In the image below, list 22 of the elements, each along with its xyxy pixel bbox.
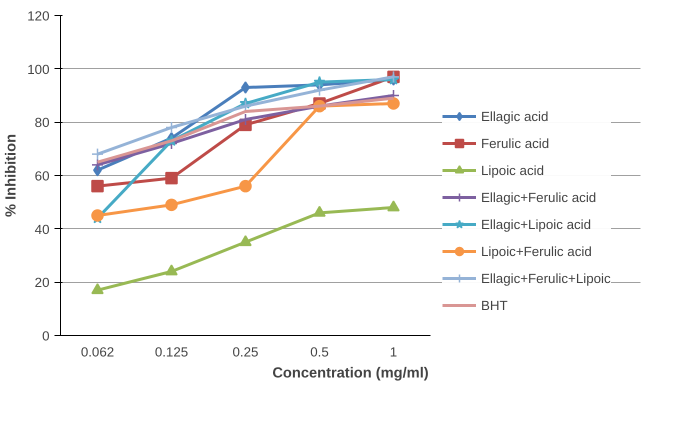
legend-label: Ellagic+Ferulic acid bbox=[481, 190, 596, 204]
y-axis-title: % Inhibition bbox=[3, 134, 20, 218]
legend-label: Ellagic+Lipoic acid bbox=[481, 216, 592, 232]
y-tick-label: 20 bbox=[34, 275, 50, 290]
legend-label: Ellagic+Ferulic+Lipoic bbox=[481, 270, 611, 286]
legend-label: Lipoic+Ferulic acid bbox=[481, 244, 592, 258]
x-tick-label: 1 bbox=[390, 344, 398, 360]
y-tick-label: 0 bbox=[42, 328, 50, 344]
y-tick-label: 100 bbox=[27, 62, 50, 77]
x-tick-label: 0.5 bbox=[310, 344, 329, 360]
y-tick-label: 120 bbox=[27, 8, 50, 24]
x-tick-label: 0.062 bbox=[80, 344, 114, 360]
x-tick-label: 0.125 bbox=[154, 344, 188, 360]
legend-label: Ellagic acid bbox=[481, 108, 548, 124]
x-tick-label: 0.25 bbox=[232, 344, 258, 360]
legend-label: Ferulic acid bbox=[481, 136, 550, 150]
legend-label: Lipoic acid bbox=[481, 162, 544, 178]
legend-label: BHT bbox=[481, 298, 508, 312]
y-tick-label: 60 bbox=[34, 168, 50, 184]
y-tick-label: 80 bbox=[34, 115, 50, 130]
y-tick-label: 40 bbox=[34, 222, 50, 237]
x-axis-title: Concentration (mg/ml) bbox=[272, 366, 429, 382]
